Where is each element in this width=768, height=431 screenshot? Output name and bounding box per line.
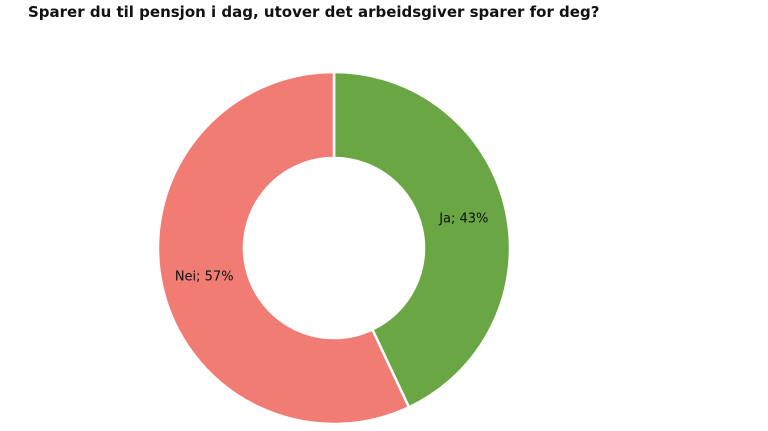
data-label-ja: Ja; 43% [438,211,488,226]
chart-title: Sparer du til pensjon i dag, utover det … [28,3,600,21]
donut-slices [156,70,512,426]
slice-nei [156,70,411,426]
data-label-nei: Nei; 57% [175,270,234,285]
slice-ja [332,70,512,409]
donut-labels: Ja; 43% Nei; 57% [175,211,489,284]
